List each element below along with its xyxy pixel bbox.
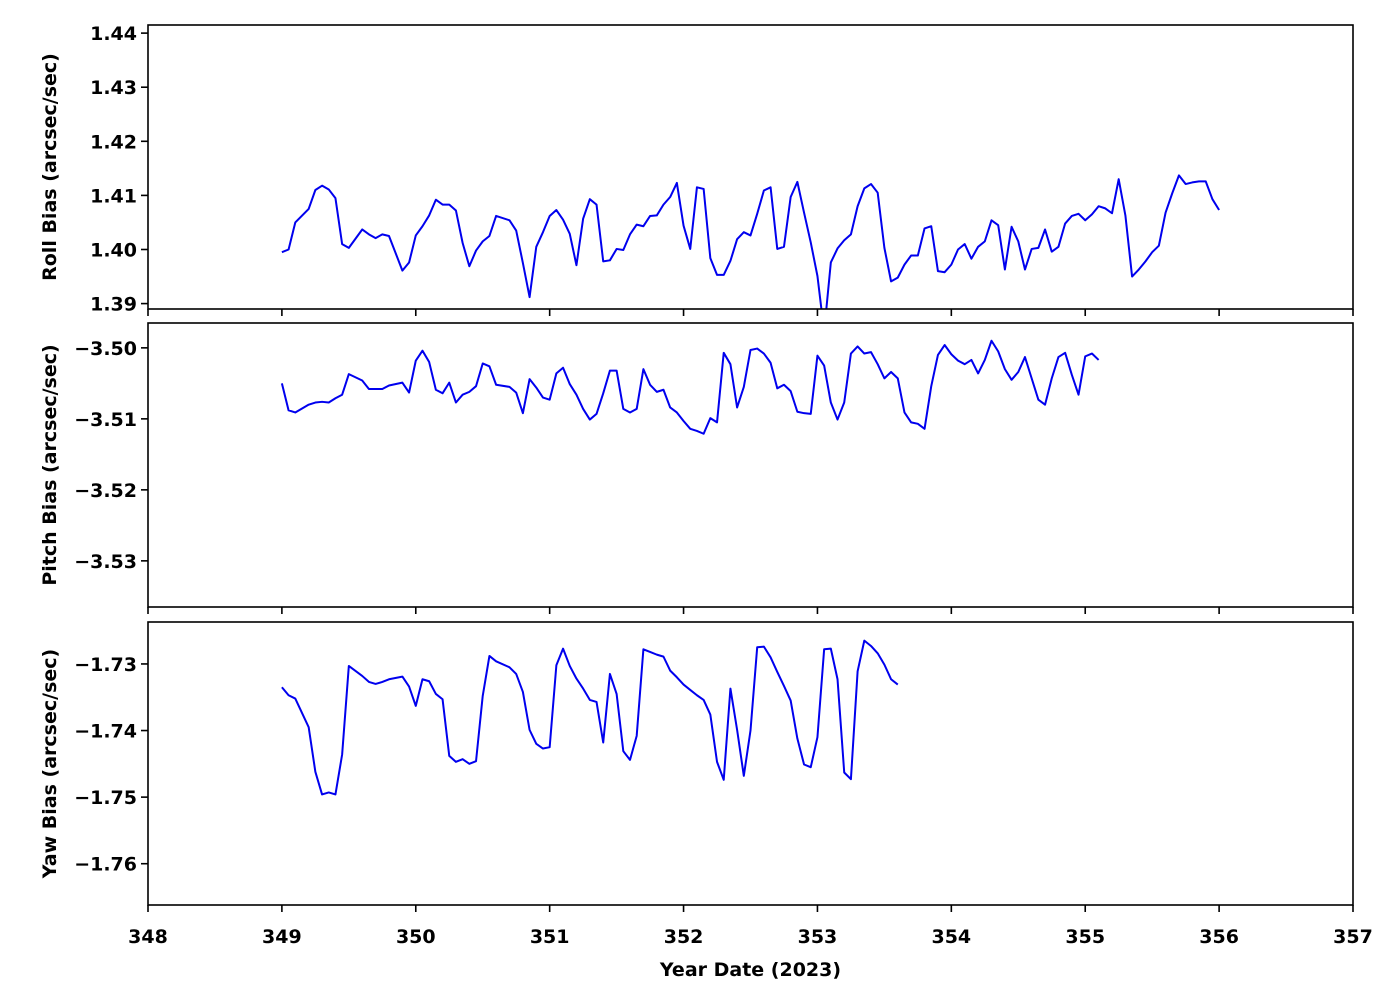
y-axis-label: Roll Bias (arcsec/sec) xyxy=(39,53,61,281)
y-axis-label: Yaw Bias (arcsec/sec) xyxy=(39,649,61,879)
y-tick-label: −1.73 xyxy=(74,654,137,676)
y-tick-label: −3.51 xyxy=(74,409,137,431)
y-tick-label: 1.42 xyxy=(90,131,137,153)
y-tick-label: −1.76 xyxy=(74,854,137,876)
y-axis-label: Pitch Bias (arcsec/sec) xyxy=(39,344,61,585)
x-tick-label: 355 xyxy=(1065,926,1105,948)
plot-frame-1 xyxy=(147,322,1354,608)
x-tick-label: 356 xyxy=(1199,926,1239,948)
x-tick-label: 354 xyxy=(931,926,971,948)
plot-frame-0 xyxy=(147,24,1354,310)
x-tick-label: 350 xyxy=(396,926,436,948)
y-tick-label: 1.41 xyxy=(90,185,137,207)
plot-frame-2 xyxy=(147,621,1354,906)
y-tick-label: −3.50 xyxy=(74,338,137,360)
series-line-2 xyxy=(281,639,899,796)
series-line-1 xyxy=(280,339,1100,435)
y-tick-label: 1.39 xyxy=(90,294,137,316)
y-tick-label: 1.40 xyxy=(90,239,137,261)
panel-1: −3.53 −3.52 −3.51 −3.50 Pitch Bias (arcsec/s… xyxy=(39,322,1354,614)
x-tick-label: 348 xyxy=(128,926,168,948)
x-tick-label: 351 xyxy=(530,926,570,948)
y-tick-label: −1.75 xyxy=(74,787,137,809)
x-tick-label: 352 xyxy=(664,926,704,948)
y-tick-label: −3.52 xyxy=(74,480,137,502)
x-axis-label: Year Date (2023) xyxy=(659,959,841,981)
panels: 1.39 1.40 1.41 1.42 1.43 1.44 Roll Bias (arcse… xyxy=(39,23,1354,912)
y-tick-label: 1.43 xyxy=(90,77,137,99)
x-axis: 348 349 350 351 352 353 354 355 356 357 xyxy=(128,926,1373,948)
panel-0: 1.39 1.40 1.41 1.42 1.43 1.44 Roll Bias (arcse… xyxy=(39,23,1354,316)
y-tick-label: −1.74 xyxy=(74,721,137,743)
x-tick-label: 353 xyxy=(798,926,838,948)
x-tick-label: 349 xyxy=(262,926,302,948)
y-tick-label: 1.44 xyxy=(90,23,137,45)
panel-2: −1.76 −1.75 −1.74 −1.73 Yaw Bias (arcsec/sec… xyxy=(39,621,1354,912)
y-tick-label: −3.53 xyxy=(74,551,137,573)
series-line-0 xyxy=(281,174,1220,309)
x-tick-label: 357 xyxy=(1333,926,1373,948)
